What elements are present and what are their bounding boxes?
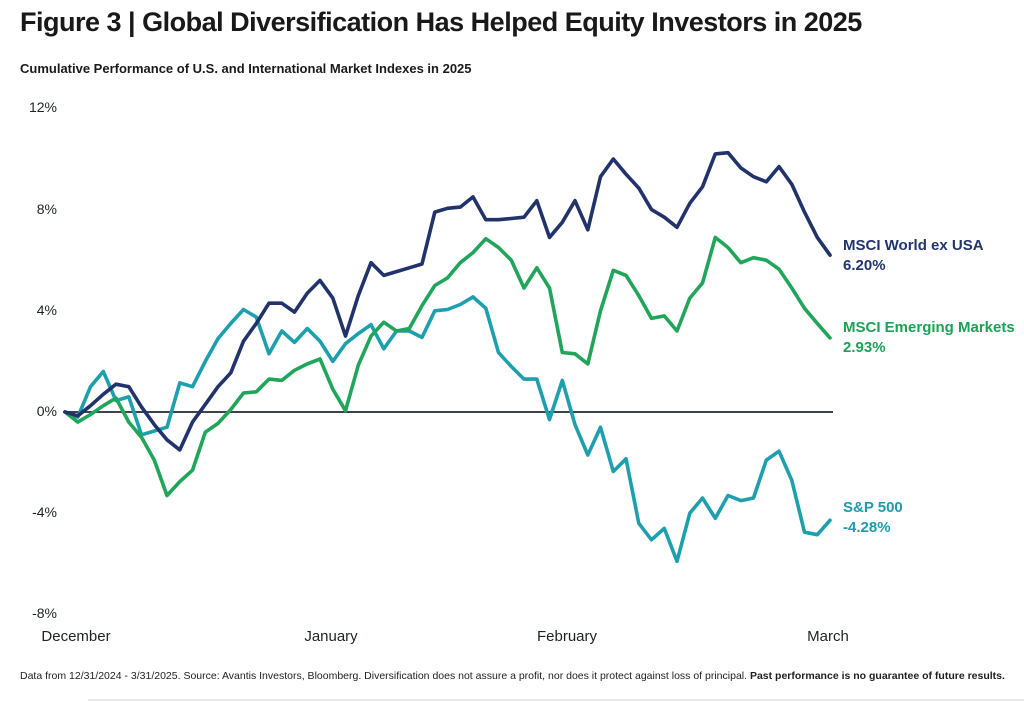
y-axis-tick-neg8pct: -8%: [32, 605, 57, 621]
partial-element-edge: [88, 699, 1024, 701]
y-axis-tick-4pct: 4%: [36, 302, 57, 318]
series-label-sp500: S&P 500 -4.28%: [843, 498, 903, 538]
series-final-value: 6.20%: [843, 257, 886, 274]
x-axis-label-february: February: [536, 628, 598, 645]
series-line-msci-world-ex-usa: [63, 150, 832, 452]
x-axis-label-january: January: [304, 628, 358, 645]
y-axis-tick-0pct: 0%: [36, 403, 57, 419]
series-line-msci-emerging-markets: [63, 235, 832, 498]
series-name: S&P 500: [843, 499, 903, 516]
source-disclosure-text: Data from 12/31/2024 - 3/31/2025. Source…: [20, 670, 1012, 684]
series-label-msci-world-ex-usa: MSCI World ex USA 6.20%: [843, 236, 984, 276]
y-axis-tick-8pct: 8%: [36, 201, 57, 217]
x-axis-label-december: December: [41, 628, 111, 645]
series-name: MSCI Emerging Markets: [843, 319, 1015, 336]
series-final-value: -4.28%: [843, 519, 891, 536]
series-name: MSCI World ex USA: [843, 237, 984, 254]
x-axis-label-march: March: [807, 628, 849, 645]
series-line-s-p-500: [63, 295, 832, 564]
figure-title: Figure 3 | Global Diversification Has He…: [20, 7, 862, 37]
disclosure-regular: Data from 12/31/2024 - 3/31/2025. Source…: [20, 670, 750, 682]
figure-subtitle: Cumulative Performance of U.S. and Inter…: [20, 61, 472, 76]
series-label-msci-emerging-markets: MSCI Emerging Markets 2.93%: [843, 318, 1015, 358]
y-axis-tick-12pct: 12%: [28, 99, 57, 115]
y-axis-tick-neg4pct: -4%: [32, 504, 57, 520]
disclosure-bold: Past performance is no guarantee of futu…: [749, 670, 1005, 682]
series-final-value: 2.93%: [843, 339, 886, 356]
